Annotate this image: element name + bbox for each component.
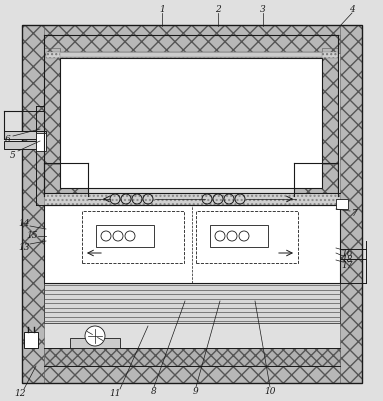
Bar (210, 225, 268, 247)
Bar (96, 225, 154, 247)
Bar (24, 332, 38, 348)
Bar (4, 131, 46, 139)
Text: 3: 3 (260, 4, 266, 14)
Bar (60, 52, 322, 57)
Bar (44, 48, 60, 196)
Bar (44, 205, 340, 283)
Bar (196, 211, 298, 263)
Text: 10: 10 (264, 387, 276, 395)
Bar (82, 211, 184, 263)
Text: 12: 12 (14, 389, 26, 397)
Bar (22, 25, 362, 47)
Text: 1: 1 (159, 4, 165, 14)
Text: 18: 18 (341, 255, 353, 263)
Bar (322, 48, 338, 196)
Bar (340, 25, 362, 383)
Bar (44, 193, 340, 205)
Bar (22, 25, 362, 383)
Bar (22, 25, 44, 383)
Text: 13: 13 (18, 243, 30, 251)
Bar (44, 283, 340, 323)
Text: 14: 14 (18, 219, 30, 227)
Bar (44, 35, 340, 53)
Bar (70, 338, 120, 348)
Text: 8: 8 (151, 387, 157, 395)
Text: 16: 16 (341, 249, 353, 257)
Bar (336, 199, 348, 209)
Bar (36, 133, 46, 151)
Text: 6: 6 (5, 134, 11, 144)
Bar (60, 58, 322, 188)
Text: 7: 7 (352, 209, 358, 217)
Text: 2: 2 (215, 4, 221, 14)
Text: 17: 17 (341, 261, 353, 269)
Bar (46, 52, 338, 58)
Text: 15: 15 (26, 231, 38, 241)
Bar (44, 348, 340, 366)
Bar (22, 361, 362, 383)
Bar (44, 164, 88, 196)
Text: 9: 9 (193, 387, 199, 395)
Text: 5: 5 (10, 150, 16, 160)
Text: 11: 11 (109, 389, 121, 397)
Bar (4, 141, 46, 149)
Circle shape (85, 326, 105, 346)
Bar (294, 164, 338, 196)
Text: 4: 4 (349, 4, 355, 14)
